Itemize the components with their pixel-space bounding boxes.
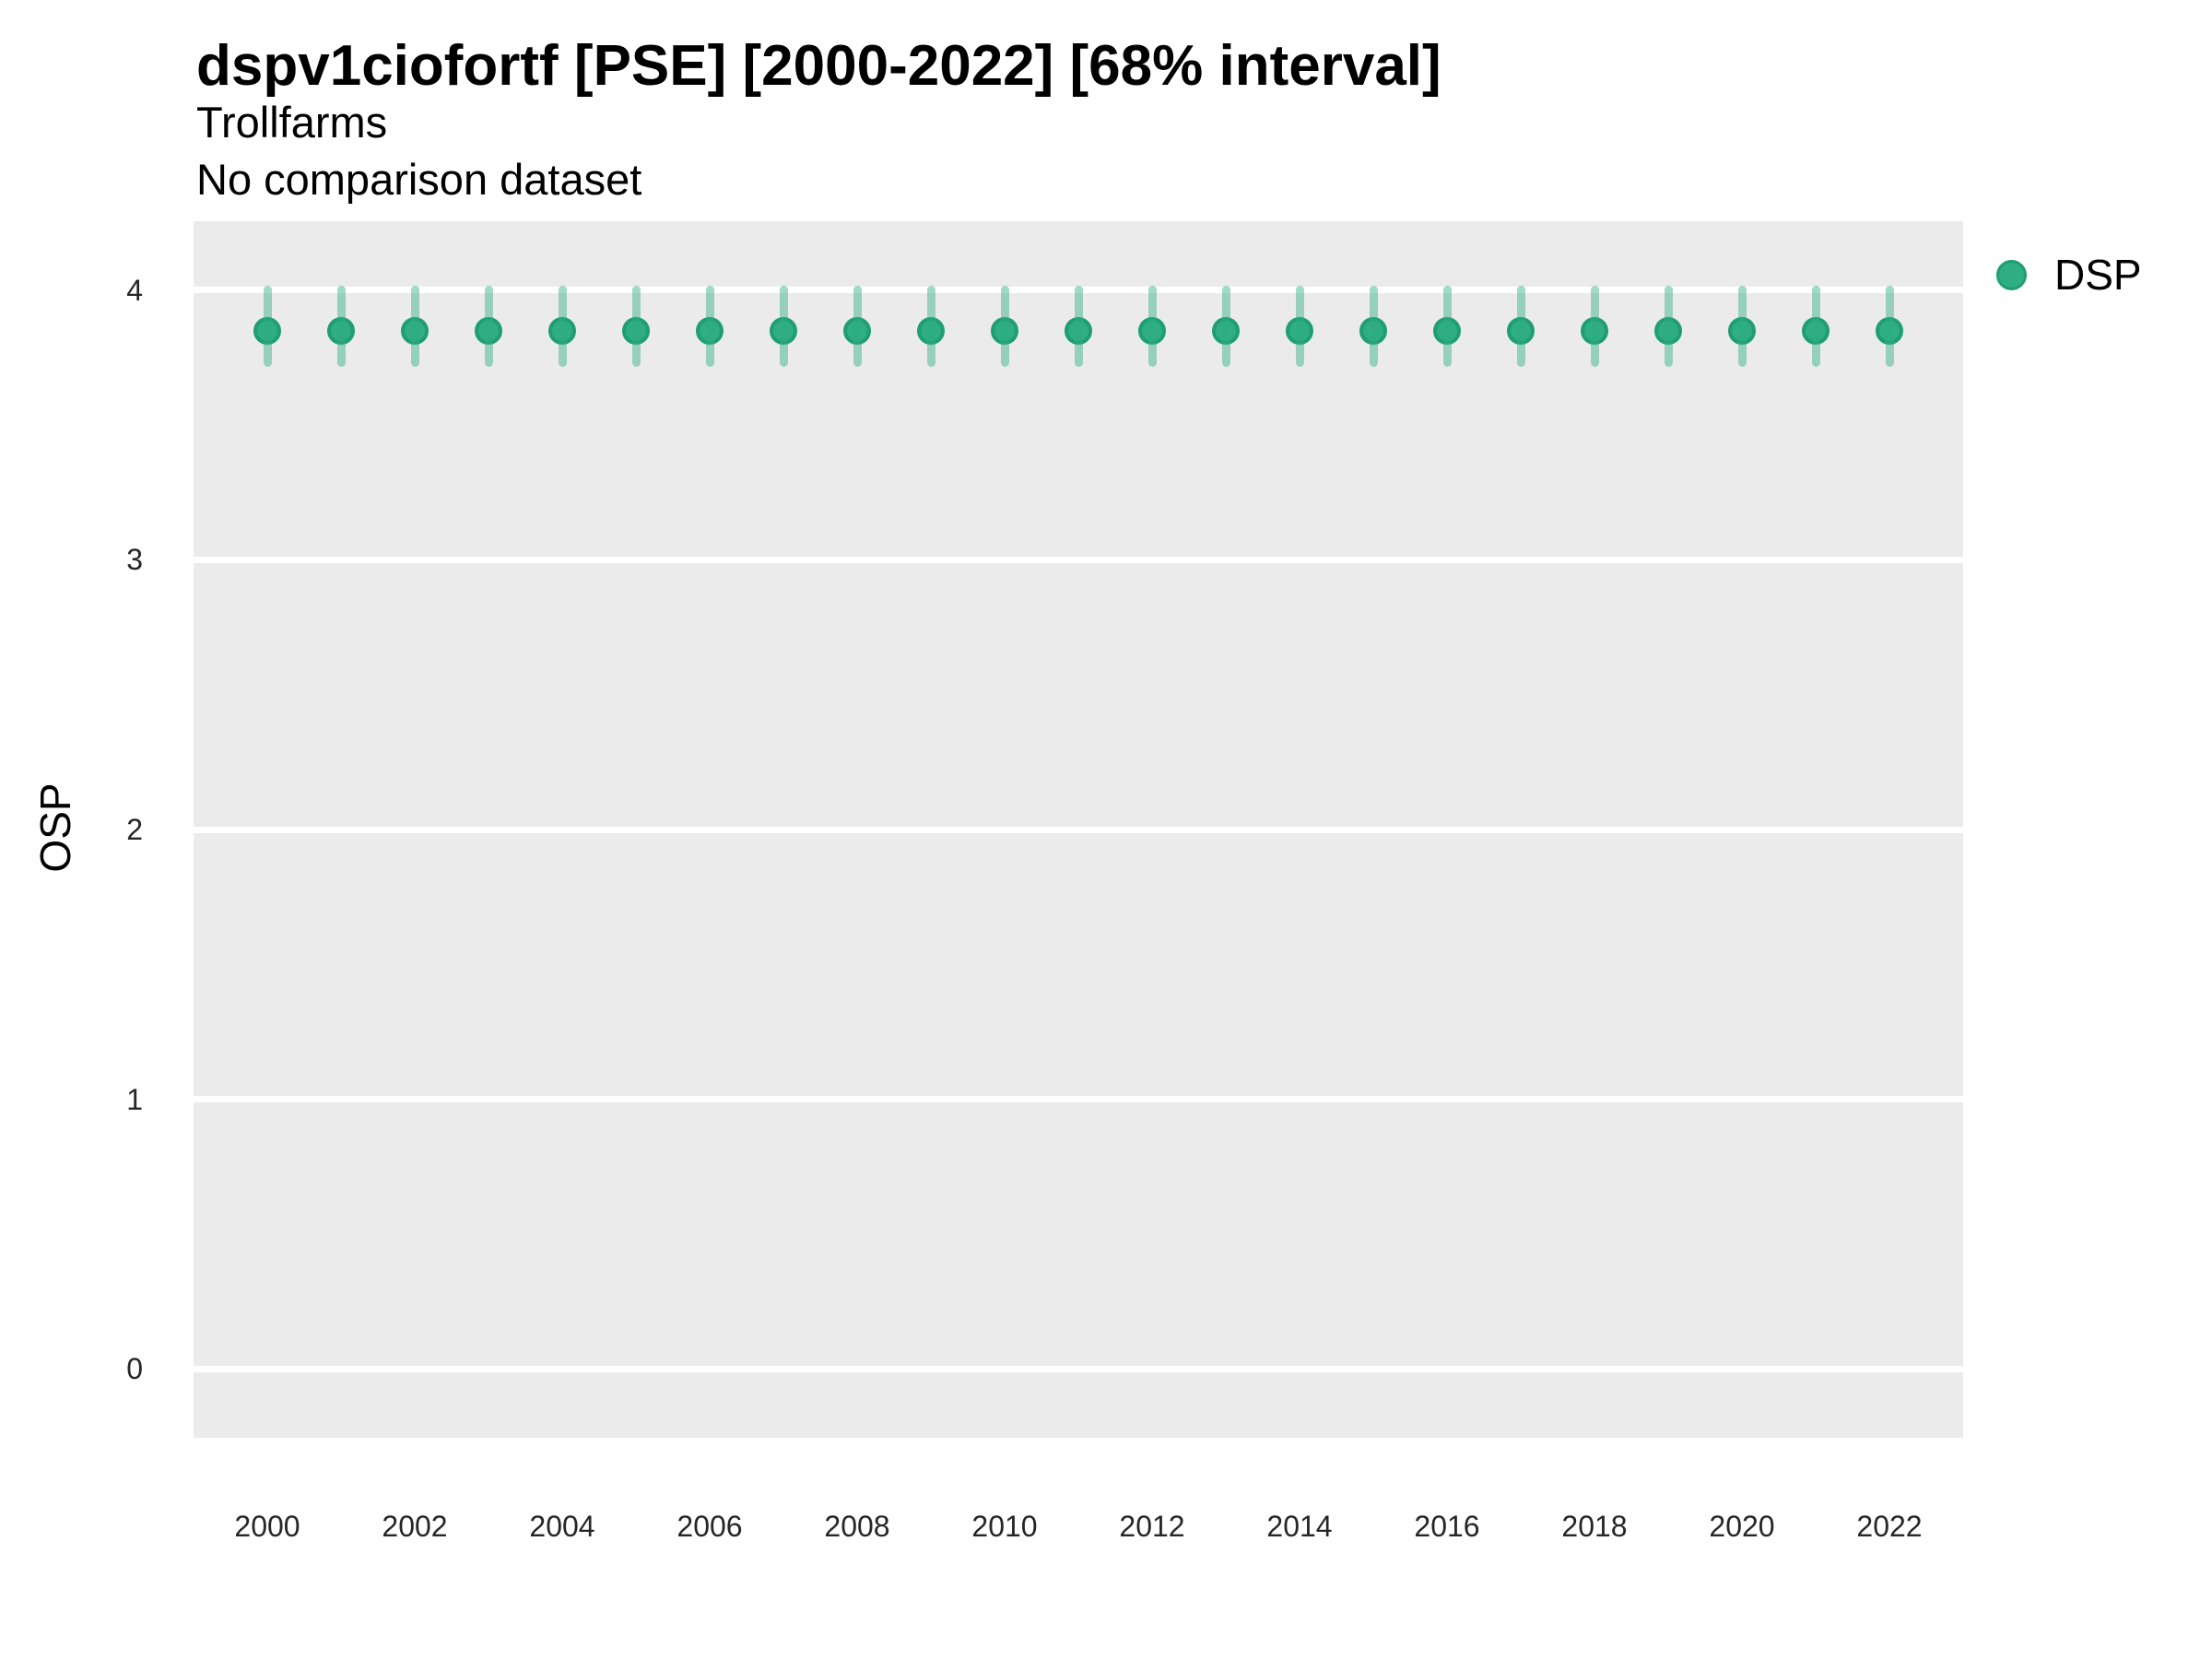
data-point — [1359, 316, 1387, 345]
error-bar — [631, 286, 641, 368]
error-bar — [1369, 286, 1378, 368]
y-tick-label: 0 — [126, 1352, 143, 1386]
x-tick-label: 2000 — [234, 1510, 300, 1543]
x-tick-label: 2022 — [1856, 1510, 1923, 1543]
x-tick-label: 2018 — [1561, 1510, 1628, 1543]
legend: DSP — [1996, 253, 2142, 296]
data-point — [401, 316, 429, 345]
x-tick-label: 2016 — [1414, 1510, 1480, 1543]
data-point — [1728, 316, 1756, 345]
chart-title: dspv1ciofortf [PSE] [2000-2022] [68% int… — [196, 34, 1441, 98]
error-bar — [1442, 286, 1452, 368]
legend-label-dsp: DSP — [2054, 251, 2142, 299]
data-point — [917, 316, 945, 345]
error-bar — [1737, 286, 1747, 368]
data-point — [475, 316, 502, 345]
data-point — [770, 316, 797, 345]
error-bar — [1221, 286, 1230, 368]
error-bar — [1516, 286, 1525, 368]
x-tick-label: 2012 — [1119, 1510, 1185, 1543]
y-tick-label: 3 — [126, 543, 143, 577]
error-bar — [1147, 286, 1157, 368]
plot-panel — [194, 221, 1963, 1438]
error-bar — [1664, 286, 1673, 368]
error-bar — [484, 286, 493, 368]
x-tick-label: 2008 — [824, 1510, 890, 1543]
data-point — [1138, 316, 1166, 345]
error-bar — [1295, 286, 1304, 368]
chart-subtitle: Trollfarms — [196, 98, 388, 147]
x-tick-label: 2020 — [1709, 1510, 1775, 1543]
error-bar — [410, 286, 419, 368]
data-point — [253, 316, 281, 345]
y-tick-label: 4 — [126, 273, 143, 307]
x-tick-label: 2002 — [382, 1510, 448, 1543]
error-bar — [779, 286, 788, 368]
data-point — [843, 316, 871, 345]
error-bar — [926, 286, 935, 368]
error-bar — [705, 286, 714, 368]
data-point — [1212, 316, 1240, 345]
data-point — [548, 316, 576, 345]
data-point — [696, 316, 724, 345]
x-tick-label: 2014 — [1266, 1510, 1333, 1543]
y-gridline — [194, 1365, 1963, 1372]
error-bar — [1590, 286, 1599, 368]
error-bar — [558, 286, 567, 368]
data-point — [1065, 316, 1092, 345]
y-tick-label: 1 — [126, 1082, 143, 1116]
data-point — [1581, 316, 1608, 345]
x-tick-label: 2004 — [529, 1510, 595, 1543]
data-point — [327, 316, 355, 345]
error-bar — [263, 286, 272, 368]
x-tick-label: 2006 — [677, 1510, 743, 1543]
legend-marker-dsp — [1996, 259, 2027, 290]
y-gridline — [194, 826, 1963, 833]
data-point — [1507, 316, 1535, 345]
error-bar — [1811, 286, 1820, 368]
data-point — [622, 316, 650, 345]
data-point — [1433, 316, 1461, 345]
y-gridline — [194, 1096, 1963, 1103]
x-tick-label: 2010 — [971, 1510, 1038, 1543]
error-bar — [1074, 286, 1083, 368]
error-bar — [1885, 286, 1894, 368]
data-point — [1802, 316, 1830, 345]
error-bar — [1000, 286, 1009, 368]
data-point — [1286, 316, 1313, 345]
error-bar — [853, 286, 862, 368]
y-gridline — [194, 287, 1963, 294]
data-point — [991, 316, 1018, 345]
data-point — [1876, 316, 1903, 345]
y-gridline — [194, 556, 1963, 563]
error-bar — [336, 286, 346, 368]
comparison-note: No comparison dataset — [196, 155, 642, 204]
data-point — [1654, 316, 1682, 345]
y-tick-label: 2 — [126, 813, 143, 846]
